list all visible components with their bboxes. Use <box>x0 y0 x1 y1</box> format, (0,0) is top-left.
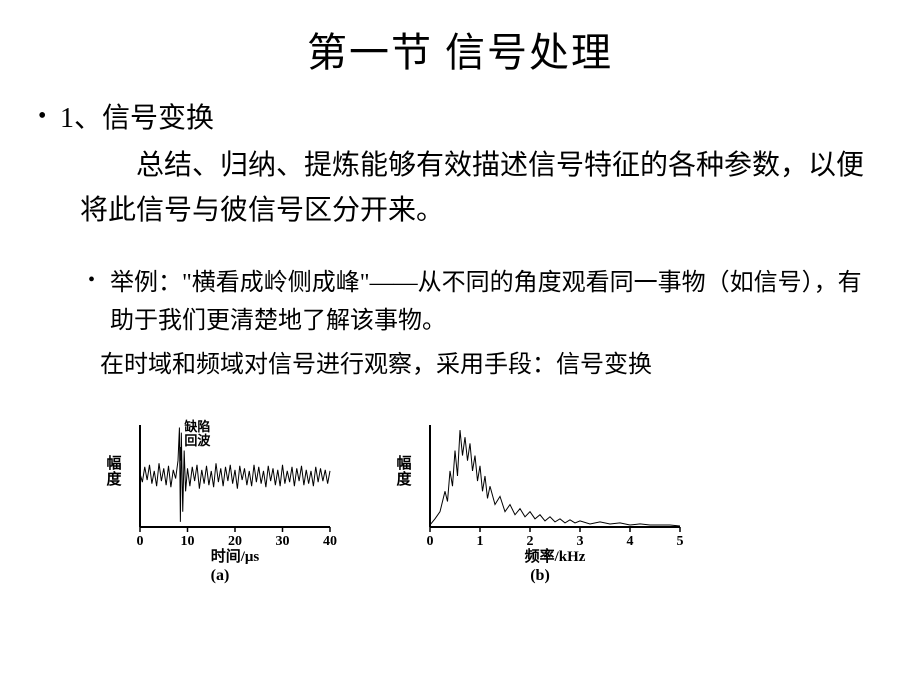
svg-text:幅度: 幅度 <box>396 454 412 488</box>
svg-text:缺陷: 缺陷 <box>183 419 210 434</box>
svg-text:4: 4 <box>627 534 634 549</box>
svg-text:1: 1 <box>477 534 484 549</box>
svg-text:10: 10 <box>181 534 195 549</box>
paragraph-2: 在时域和频域对信号进行观察，采用手段：信号变换 <box>0 346 920 384</box>
svg-text:2: 2 <box>527 534 534 549</box>
svg-text:0: 0 <box>427 534 434 549</box>
bullet-level-1: 1、信号变换 <box>0 98 920 140</box>
chart-b-wrap: 0 1 2 3 4 5 幅度频率/kHz (b) <box>390 415 690 585</box>
svg-text:时间/μs: 时间/μs <box>211 547 260 565</box>
chart-a-wrap: 0 10 20 30 40 幅度时间/μs 缺陷回波 (a) <box>100 415 340 585</box>
svg-text:3: 3 <box>577 534 584 549</box>
paragraph-1: 总结、归纳、提炼能够有效描述信号特征的各种参数，以便将此信号与彼信号区分开来。 <box>0 144 920 234</box>
svg-text:40: 40 <box>323 534 337 549</box>
svg-text:幅度: 幅度 <box>106 454 122 488</box>
svg-text:30: 30 <box>276 534 290 549</box>
bullet-level-2: 举例："横看成岭侧成峰"——从不同的角度观看同一事物（如信号），有助于我们更清楚… <box>0 264 920 341</box>
slide-title: 第一节 信号处理 <box>0 0 920 98</box>
chart-a-time-domain: 0 10 20 30 40 幅度时间/μs 缺陷回波 <box>100 415 340 565</box>
charts-row: 010203040幅度时间/μs缺陷回波 (a) 012345幅度频率/kHz … <box>0 415 920 585</box>
chart-b-frequency-domain: 0 1 2 3 4 5 幅度频率/kHz <box>390 415 690 565</box>
svg-text:频率/kHz: 频率/kHz <box>525 547 586 565</box>
svg-text:20: 20 <box>228 534 242 549</box>
svg-text:回波: 回波 <box>184 433 211 448</box>
chart-b-sublabel: (b) <box>530 567 550 585</box>
svg-text:0: 0 <box>137 534 144 549</box>
chart-a-sublabel: (a) <box>211 567 230 585</box>
svg-text:5: 5 <box>677 534 684 549</box>
